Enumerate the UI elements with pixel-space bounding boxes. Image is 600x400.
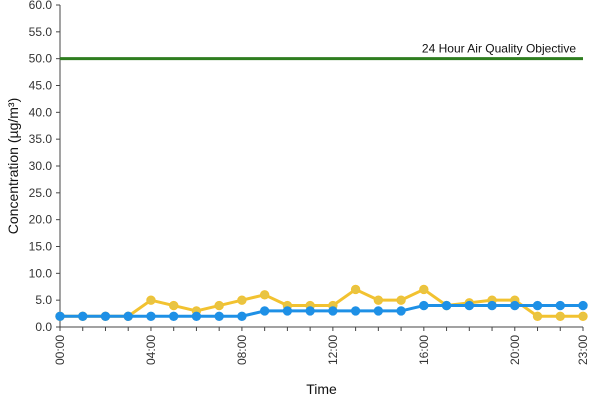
data-point (510, 300, 520, 311)
y-tick-label: 40.0 (29, 105, 53, 119)
data-point (464, 300, 475, 311)
data-point (373, 295, 384, 305)
data-point (350, 284, 361, 295)
data-point (214, 311, 224, 321)
data-point (373, 306, 384, 316)
data-point (419, 284, 429, 295)
objective-label: 24 Hour Air Quality Objective (422, 42, 576, 56)
data-point (259, 306, 270, 316)
series-2 (55, 300, 588, 321)
data-point (555, 311, 565, 321)
data-point (100, 311, 111, 321)
data-point (146, 311, 156, 321)
y-tick-label: 5.0 (35, 293, 52, 307)
y-tick-label: 60.0 (29, 0, 53, 12)
y-tick-label: 45.0 (29, 79, 53, 93)
x-axis-ticks: 00:00 04:00 08:00 12:00 16:00 20:00 23:00 (53, 327, 590, 365)
data-point (532, 311, 543, 321)
x-tick-label: 16:00 (417, 335, 431, 365)
x-axis-title: Time (306, 381, 337, 397)
data-point (214, 300, 224, 311)
y-tick-label: 50.0 (29, 52, 53, 66)
data-point (578, 300, 588, 311)
data-point (555, 300, 565, 311)
y-tick-label: 20.0 (29, 213, 53, 227)
data-point (55, 311, 65, 321)
y-tick-label: 30.0 (29, 159, 53, 173)
x-tick-label: 08:00 (235, 335, 249, 365)
y-tick-label: 35.0 (29, 132, 53, 146)
data-point (328, 306, 338, 316)
data-point (532, 300, 543, 311)
data-point (191, 311, 202, 321)
x-tick-label: 04:00 (144, 335, 158, 365)
y-tick-label: 0.0 (35, 320, 52, 334)
y-axis-ticks: 0.0 5.0 10.0 15.0 20.0 25.0 30.0 35.0 40.0 45.0 50… (29, 0, 60, 334)
data-point (78, 311, 88, 321)
series-line (60, 304, 583, 318)
data-point (396, 295, 406, 305)
data-point (168, 300, 179, 311)
y-axis-title: Concentration (µg/m³) (5, 98, 21, 234)
y-tick-label: 10.0 (29, 266, 53, 280)
data-point (441, 300, 452, 311)
data-point (123, 311, 133, 321)
data-point (419, 300, 429, 311)
data-point (168, 311, 179, 321)
data-point (237, 295, 247, 305)
data-point (487, 300, 497, 311)
data-point (396, 306, 406, 316)
series-layer (55, 284, 588, 321)
y-tick-label: 55.0 (29, 25, 53, 39)
y-tick-label: 25.0 (29, 186, 53, 200)
data-point (350, 306, 361, 316)
x-tick-label: 00:00 (53, 335, 67, 365)
data-point (259, 290, 270, 300)
x-tick-label: 23:00 (576, 335, 590, 365)
data-point (578, 311, 588, 321)
data-point (282, 306, 293, 316)
x-tick-label: 12:00 (326, 335, 340, 365)
y-tick-label: 15.0 (29, 240, 53, 254)
x-tick-label: 20:00 (508, 335, 522, 365)
data-point (237, 311, 247, 321)
data-point (146, 295, 156, 305)
data-point (305, 306, 315, 316)
